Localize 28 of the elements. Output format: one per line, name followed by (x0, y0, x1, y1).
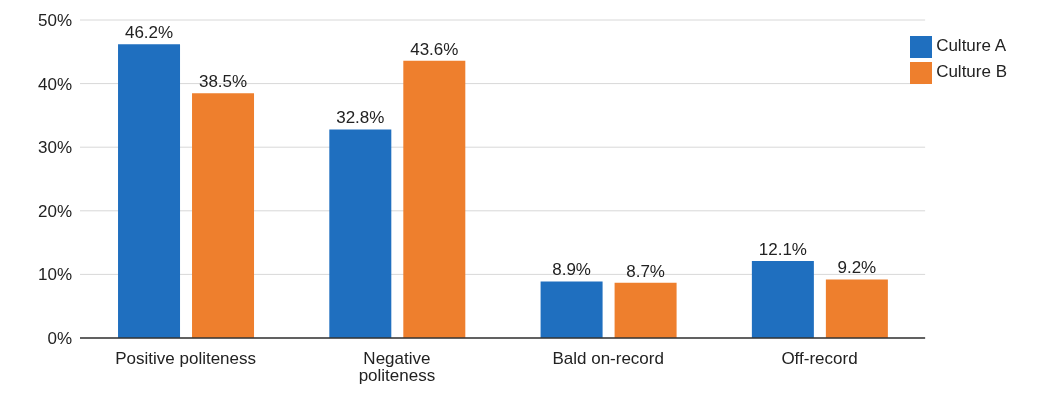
x-tick-label: Negative politeness (358, 349, 436, 386)
bar (614, 282, 677, 338)
bar (403, 60, 466, 338)
x-tick-label: Off-record (781, 349, 858, 369)
bar (118, 44, 181, 338)
y-tick-label: 20% (37, 201, 72, 221)
y-tick-label: 50% (37, 11, 72, 31)
data-label: 12.1% (758, 240, 807, 260)
bar (192, 93, 255, 338)
bar (751, 261, 814, 338)
x-tick-label: Bald on-record (552, 349, 664, 369)
data-label: 46.2% (124, 23, 174, 43)
data-label: 32.8% (336, 108, 385, 128)
legend-label: Culture B (936, 62, 1007, 81)
data-label: 38.5% (198, 72, 248, 92)
data-label: 43.6% (410, 39, 459, 59)
data-label: 9.2% (837, 258, 877, 278)
data-label: 8.9% (552, 260, 591, 280)
x-tick-label: Positive politeness (115, 349, 257, 369)
bar (825, 279, 888, 338)
y-tick-label: 0% (47, 329, 72, 349)
bar (540, 281, 603, 338)
y-tick-label: 30% (37, 138, 72, 158)
y-tick-label: 10% (37, 265, 72, 285)
data-label: 8.7% (626, 261, 665, 281)
y-tick-label: 40% (37, 74, 72, 94)
legend-label: Culture A (936, 36, 1007, 55)
bar (329, 129, 392, 338)
